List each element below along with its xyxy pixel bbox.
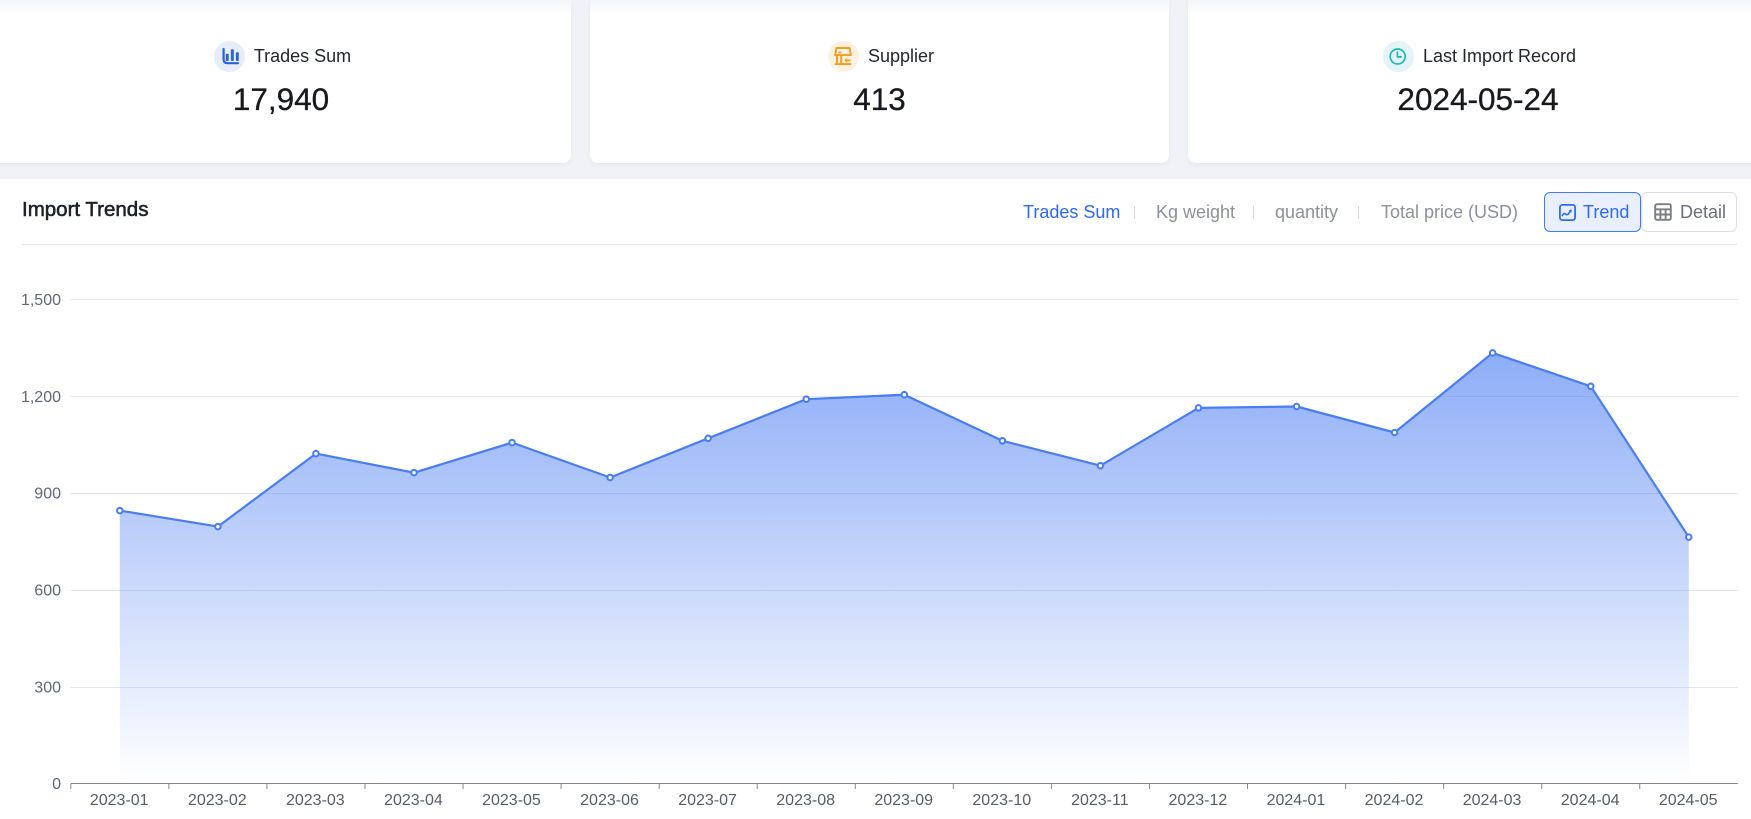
svg-text:600: 600 (34, 583, 61, 600)
svg-text:2024-01: 2024-01 (1267, 792, 1326, 809)
svg-text:2023-08: 2023-08 (776, 792, 835, 809)
svg-text:2024-03: 2024-03 (1463, 792, 1522, 809)
svg-text:2023-10: 2023-10 (972, 792, 1031, 809)
svg-text:2023-12: 2023-12 (1169, 792, 1228, 809)
svg-text:2024-04: 2024-04 (1561, 792, 1620, 809)
svg-text:300: 300 (34, 679, 61, 696)
svg-text:2023-11: 2023-11 (1071, 792, 1129, 809)
svg-text:900: 900 (34, 486, 61, 503)
svg-text:0: 0 (52, 776, 61, 793)
svg-text:2024-05: 2024-05 (1659, 792, 1718, 809)
svg-text:2023-07: 2023-07 (678, 792, 737, 809)
svg-text:2023-09: 2023-09 (874, 792, 933, 809)
svg-text:2023-06: 2023-06 (580, 792, 639, 809)
svg-text:2023-05: 2023-05 (482, 792, 541, 809)
svg-text:2024-02: 2024-02 (1365, 792, 1424, 809)
svg-text:2023-01: 2023-01 (90, 792, 149, 809)
svg-text:2023-02: 2023-02 (188, 792, 247, 809)
svg-text:2023-03: 2023-03 (286, 792, 345, 809)
svg-text:2023-04: 2023-04 (384, 792, 443, 809)
svg-text:1,500: 1,500 (21, 292, 61, 309)
svg-text:1,200: 1,200 (21, 389, 61, 406)
